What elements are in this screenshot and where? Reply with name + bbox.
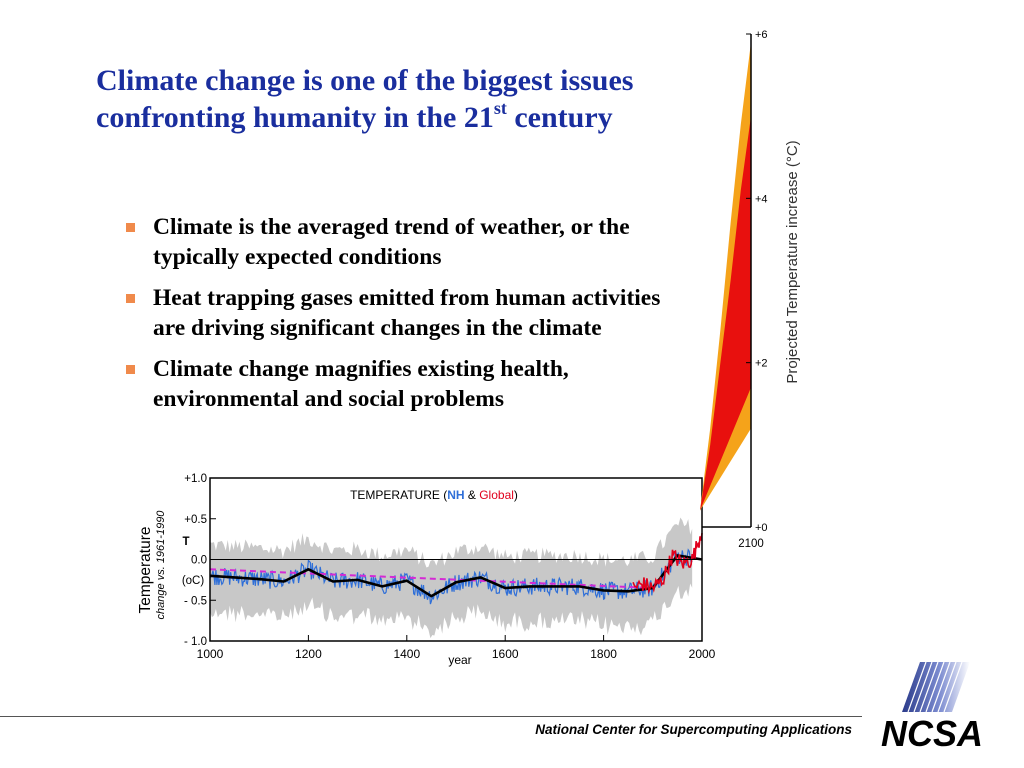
bullet-text: Climate is the averaged trend of weather…	[153, 214, 630, 270]
bullet-square-icon	[126, 365, 135, 374]
x-tick-label: 2000	[689, 647, 716, 661]
projection-y-tick-label: +0	[755, 522, 768, 534]
smoothed-series	[209, 554, 703, 598]
y-tick-label: +1.0	[184, 473, 207, 485]
bullet-item: Climate change magnifies existing health…	[120, 354, 690, 414]
projection-y-tick-label: +2	[755, 358, 768, 370]
x-tick-label: 1400	[393, 647, 420, 661]
y-tick-label: 0.0	[191, 555, 207, 567]
ncsa-logo-text: NCSA	[881, 713, 983, 752]
footer-text: National Center for Supercomputing Appli…	[535, 722, 852, 737]
bullet-item: Climate is the averaged trend of weather…	[120, 212, 690, 272]
side-label-unit: (oC)	[182, 575, 205, 587]
bullet-square-icon	[126, 294, 135, 303]
x-axis-label: year	[448, 653, 471, 667]
projection-y-tick-label: +4	[755, 193, 768, 205]
chart-title: TEMPERATURE (NH & Global)	[350, 488, 518, 502]
side-label-t: T	[182, 536, 189, 548]
bullet-text: Climate change magnifies existing health…	[153, 356, 569, 412]
projection-inner-band	[700, 116, 751, 511]
x-tick-label: 1600	[492, 647, 519, 661]
ncsa-logo: NCSA	[881, 661, 983, 752]
projection-x-tick-label: 2100	[738, 538, 764, 550]
y-tick-label: - 1.0	[184, 636, 207, 648]
projection-y-tick-label: +6	[755, 29, 768, 41]
global-instrumental-series	[632, 532, 703, 595]
bullet-item: Heat trapping gases emitted from human a…	[120, 283, 690, 343]
bullet-list: Climate is the averaged trend of weather…	[120, 212, 690, 425]
y-tick-label: - 0.5	[184, 595, 207, 607]
slide-title: Climate change is one of the biggest iss…	[96, 62, 686, 136]
slide-title-superscript: st	[493, 98, 507, 118]
bullet-text: Heat trapping gases emitted from human a…	[153, 285, 661, 341]
y-axis-label: Temperature	[137, 526, 154, 613]
projection-y-axis-label: Projected Temperature increase (°C)	[784, 140, 801, 383]
long-term-trend-line	[209, 568, 653, 590]
footer-divider	[0, 716, 862, 717]
y-tick-label: +0.5	[184, 514, 207, 526]
slide-title-end: century	[514, 101, 613, 134]
slide-title-main: Climate change is one of the biggest iss…	[96, 64, 634, 134]
bullet-square-icon	[126, 223, 135, 232]
y-axis-sublabel: change vs. 1961-1990	[155, 510, 167, 620]
x-tick-label: 1800	[590, 647, 617, 661]
uncertainty-band	[210, 517, 693, 639]
x-tick-label: 1000	[197, 647, 224, 661]
x-tick-label: 1200	[295, 647, 322, 661]
